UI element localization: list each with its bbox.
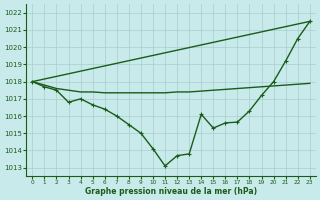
X-axis label: Graphe pression niveau de la mer (hPa): Graphe pression niveau de la mer (hPa) — [85, 187, 257, 196]
